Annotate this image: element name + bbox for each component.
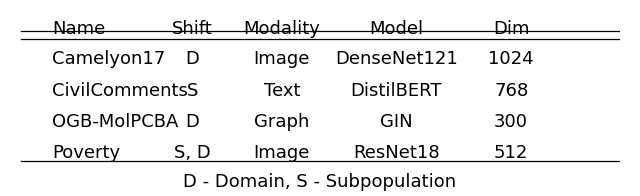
Text: D: D: [186, 51, 200, 68]
Text: 512: 512: [494, 144, 529, 162]
Text: 300: 300: [494, 113, 528, 131]
Text: Image: Image: [253, 144, 310, 162]
Text: GIN: GIN: [380, 113, 413, 131]
Text: Poverty: Poverty: [52, 144, 120, 162]
Text: Modality: Modality: [243, 20, 320, 38]
Text: DenseNet121: DenseNet121: [335, 51, 458, 68]
Text: D - Domain, S - Subpopulation: D - Domain, S - Subpopulation: [184, 173, 456, 191]
Text: D: D: [186, 113, 200, 131]
Text: 768: 768: [494, 82, 528, 100]
Text: Dim: Dim: [493, 20, 529, 38]
Text: ResNet18: ResNet18: [353, 144, 440, 162]
Text: OGB-MolPCBA: OGB-MolPCBA: [52, 113, 179, 131]
Text: Shift: Shift: [172, 20, 213, 38]
Text: 1024: 1024: [488, 51, 534, 68]
Text: Model: Model: [369, 20, 424, 38]
Text: S, D: S, D: [174, 144, 211, 162]
Text: Name: Name: [52, 20, 106, 38]
Text: DistilBERT: DistilBERT: [351, 82, 442, 100]
Text: CivilComments: CivilComments: [52, 82, 188, 100]
Text: Text: Text: [264, 82, 300, 100]
Text: S: S: [187, 82, 198, 100]
Text: Image: Image: [253, 51, 310, 68]
Text: Camelyon17: Camelyon17: [52, 51, 166, 68]
Text: Graph: Graph: [254, 113, 310, 131]
